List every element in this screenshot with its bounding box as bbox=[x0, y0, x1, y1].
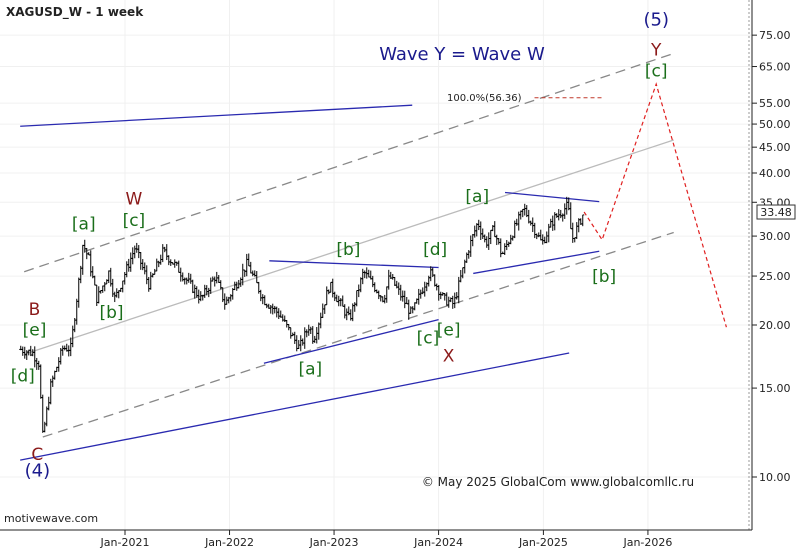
time-tick-label: Jan-2022 bbox=[204, 536, 254, 549]
price-tick-label: 55.00 bbox=[759, 97, 791, 110]
wave-label: (4) bbox=[25, 461, 51, 482]
wave-label: B bbox=[29, 300, 41, 320]
price-tick-label: 50.00 bbox=[759, 118, 791, 131]
wave-label: [a] bbox=[465, 187, 489, 207]
channel-line bbox=[20, 104, 413, 127]
grid bbox=[0, 0, 752, 530]
channel-line bbox=[504, 191, 600, 203]
wave-label: [b] bbox=[100, 303, 124, 323]
price-tick-label: 20.00 bbox=[759, 319, 791, 332]
channel-line bbox=[473, 250, 600, 275]
time-tick-label: Jan-2025 bbox=[518, 536, 568, 549]
last-price-label: 33.48 bbox=[760, 206, 792, 219]
watermark-text: motivewave.com bbox=[4, 512, 98, 525]
wave-label: [c] bbox=[417, 328, 440, 348]
wave-label: [d] bbox=[11, 366, 35, 386]
fib-target-label: 100.0%(56.36) bbox=[447, 93, 522, 104]
wave-label: [b] bbox=[592, 267, 616, 287]
time-tick-label: Jan-2021 bbox=[100, 536, 150, 549]
headline-text: Wave Y = Wave W bbox=[379, 44, 545, 65]
channel-lines bbox=[20, 52, 674, 461]
wave-label: Y bbox=[650, 41, 662, 61]
ohlc-bar bbox=[581, 214, 585, 227]
wave-label: [e] bbox=[23, 320, 47, 340]
price-tick-label: 10.00 bbox=[759, 471, 791, 484]
chart-title: XAGUSD_W - 1 week bbox=[6, 5, 144, 20]
wave-label: [e] bbox=[437, 320, 461, 340]
price-tick-label: 30.00 bbox=[759, 230, 791, 243]
wave-label: [c] bbox=[645, 62, 668, 82]
channel-line bbox=[20, 352, 570, 461]
channel-line bbox=[23, 139, 674, 355]
price-tick-label: 25.00 bbox=[759, 270, 791, 283]
price-tick-label: 15.00 bbox=[759, 382, 791, 395]
projection-line bbox=[583, 82, 727, 328]
wave-label: [a] bbox=[72, 214, 96, 234]
wave-labels: (4)C[d][e]B[a][b][c]W[a][b][c][d][e]X[a]… bbox=[11, 10, 669, 482]
last-price-marker: 33.48 bbox=[756, 204, 796, 220]
wave-label: [c] bbox=[123, 211, 146, 231]
time-axis[interactable]: Jan-2021 Jan-2022 Jan-2023 Jan-2024 Jan-2025… bbox=[100, 530, 673, 549]
wave-label: [b] bbox=[336, 240, 360, 260]
price-tick-label: 65.00 bbox=[759, 61, 791, 74]
price-axis[interactable]: 10.0015.0020.0025.0030.0035.0040.0045.00… bbox=[752, 29, 791, 484]
price-bars bbox=[19, 196, 585, 433]
time-tick-label: Jan-2024 bbox=[413, 536, 463, 549]
wave-label: (5) bbox=[643, 10, 669, 31]
price-tick-label: 40.00 bbox=[759, 167, 791, 180]
wave-label: [a] bbox=[298, 360, 322, 380]
price-tick-label: 45.00 bbox=[759, 141, 791, 154]
time-tick-label: Jan-2026 bbox=[622, 536, 672, 549]
wave-label: X bbox=[443, 347, 455, 367]
channel-line bbox=[263, 318, 439, 364]
price-tick-label: 75.00 bbox=[759, 29, 791, 42]
channel-line bbox=[23, 52, 674, 273]
channel-line bbox=[42, 231, 674, 438]
wave-label: W bbox=[125, 190, 142, 210]
wave-label: [d] bbox=[423, 240, 447, 260]
wave-label: C bbox=[31, 445, 43, 465]
channel-line bbox=[269, 260, 439, 269]
time-tick-label: Jan-2023 bbox=[309, 536, 359, 549]
copyright-text: © May 2025 GlobalCom www.globalcomllc.ru bbox=[422, 475, 694, 489]
projection-path bbox=[583, 82, 727, 328]
